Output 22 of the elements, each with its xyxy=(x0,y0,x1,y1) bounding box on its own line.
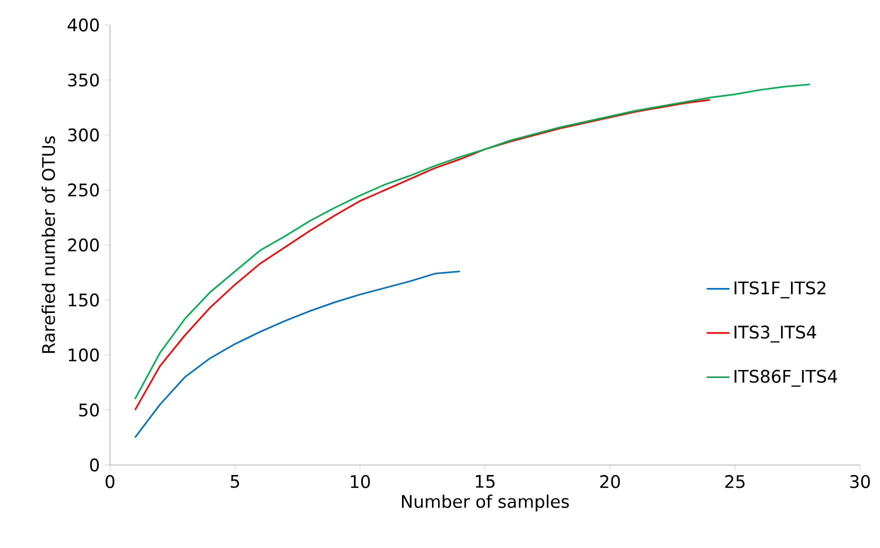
y-tick-label: 300 xyxy=(68,128,99,142)
x-tick-label: 10 xyxy=(350,475,370,488)
legend-label: ITS1F_ITS2 xyxy=(734,281,826,298)
y-axis-title: Rarefied number of OTUs xyxy=(42,136,56,353)
y-tick-label: 250 xyxy=(68,183,99,197)
x-tick-label: 25 xyxy=(725,475,745,488)
y-tick-label: 0 xyxy=(90,458,99,472)
line-series xyxy=(134,270,461,438)
y-tick-label: 200 xyxy=(68,238,99,252)
x-tick-label: 15 xyxy=(476,475,495,488)
x-tick-label: 0 xyxy=(106,475,114,488)
y-tick-label: 50 xyxy=(79,403,99,417)
y-tick-label: 400 xyxy=(68,18,99,32)
legend-label: ITS3_ITS4 xyxy=(734,326,816,343)
y-tick-label: 100 xyxy=(68,348,99,362)
x-tick-label: 5 xyxy=(230,475,240,488)
y-tick-label: 350 xyxy=(68,73,99,87)
x-tick-label: 30 xyxy=(850,475,870,488)
x-tick-label: 20 xyxy=(600,475,620,488)
y-tick-label: 150 xyxy=(68,293,99,307)
x-axis-title: Number of samples xyxy=(402,494,569,512)
legend-label: ITS86F_ITS4 xyxy=(734,370,838,387)
